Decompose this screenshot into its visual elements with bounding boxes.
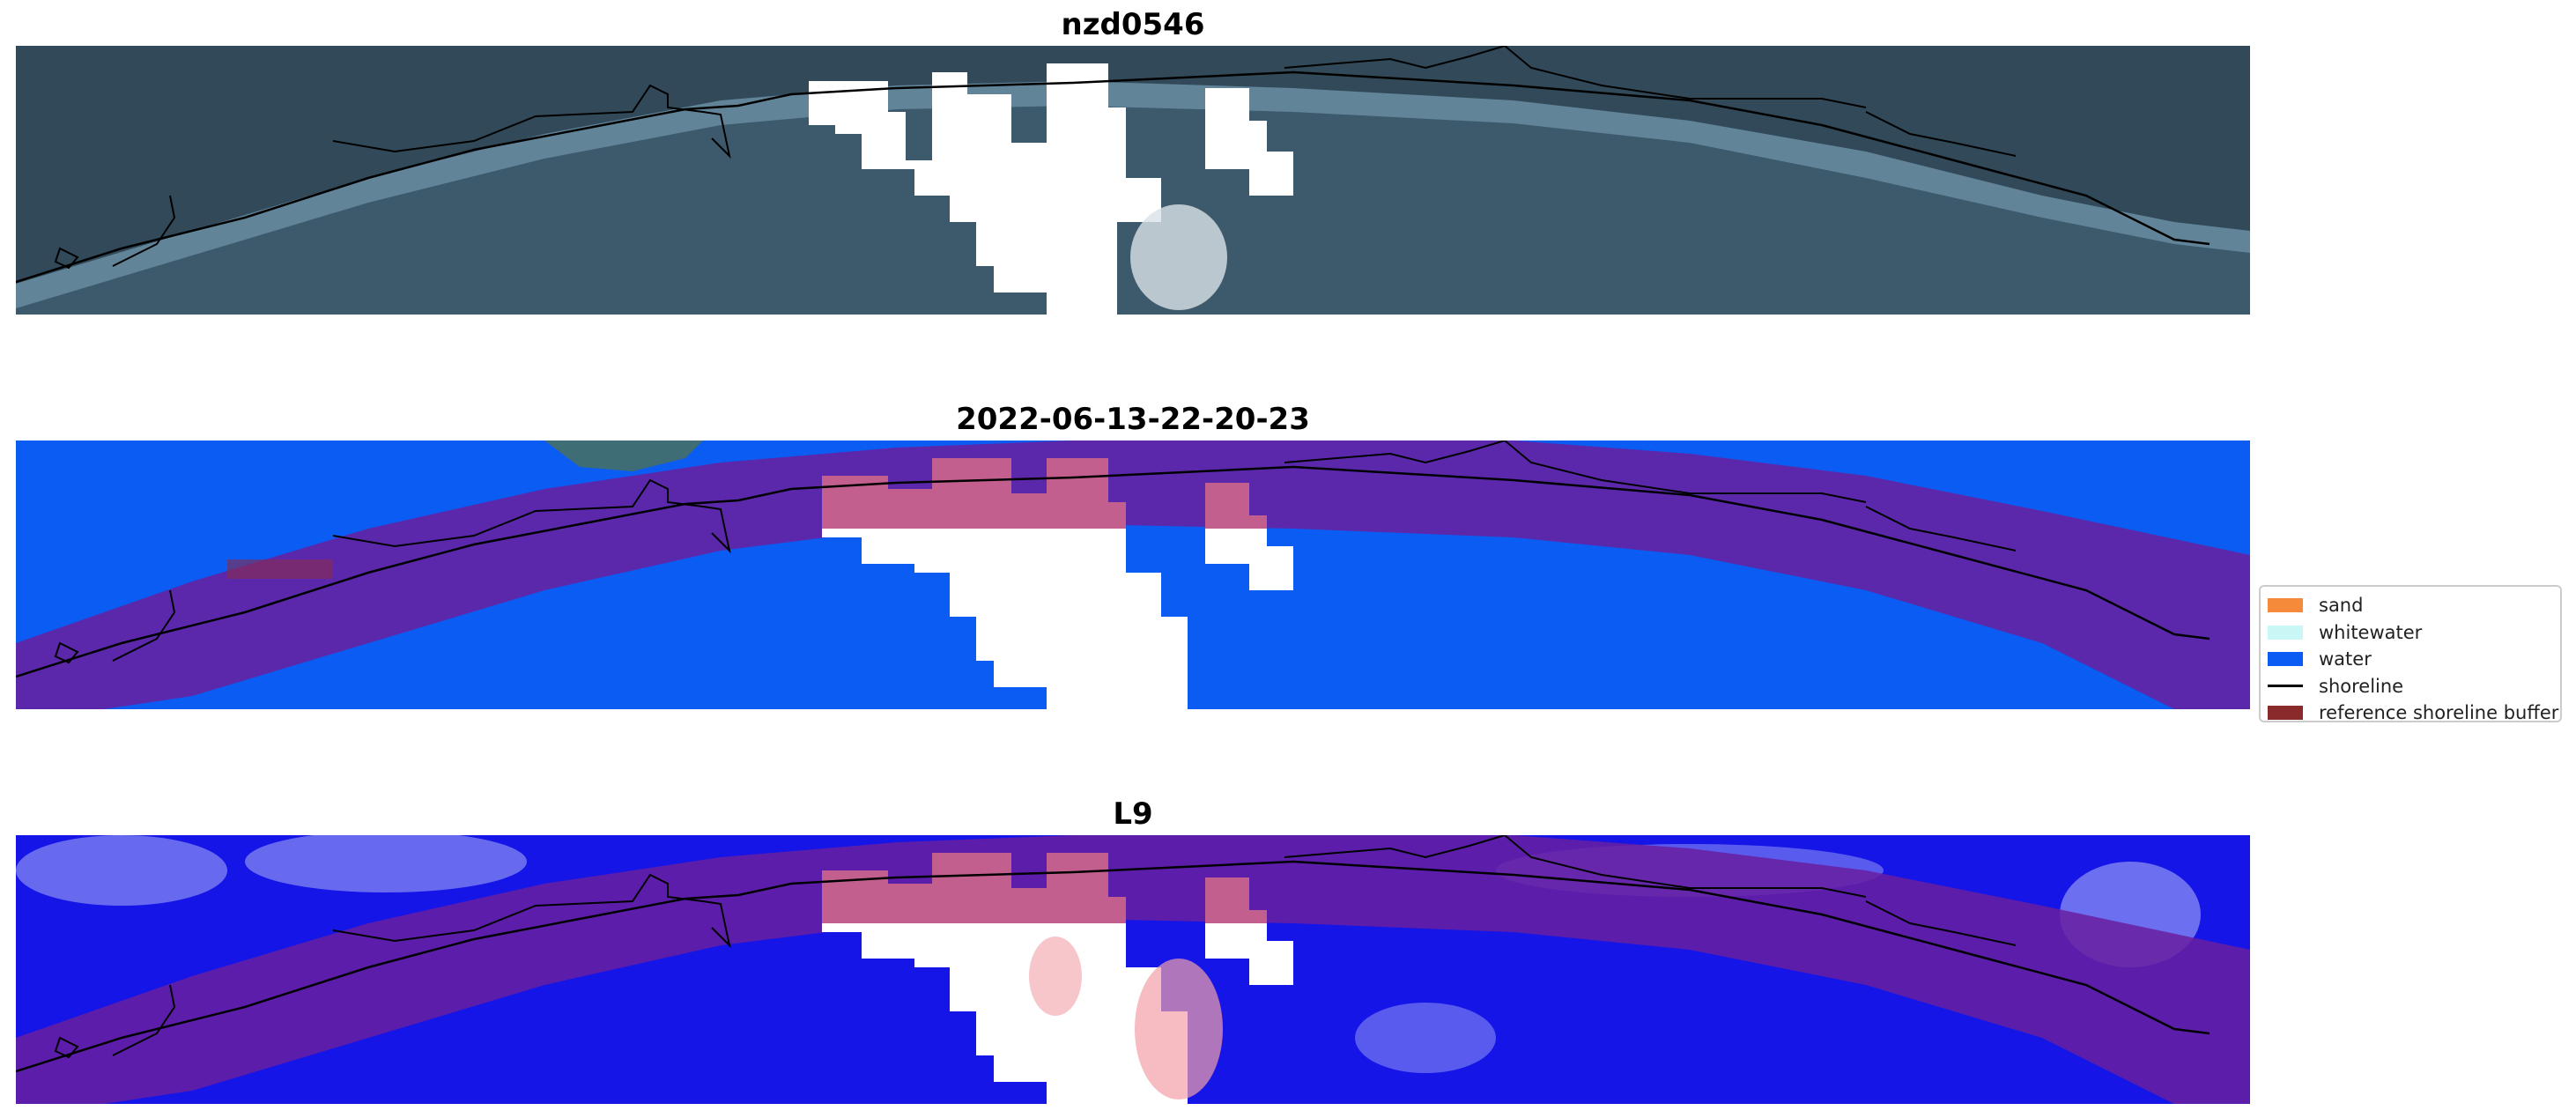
- whitewater-swatch: [2268, 625, 2303, 640]
- sand-swatch: [2268, 598, 2303, 613]
- legend-label-sand: sand: [2319, 595, 2364, 617]
- shoreline-swatch: [2268, 685, 2303, 688]
- legend-label-water: water: [2319, 648, 2372, 670]
- panel-title-satellite: L9: [1113, 796, 1153, 832]
- legend-label-whitewater: whitewater: [2319, 621, 2423, 643]
- rgb-satellite-image: [16, 46, 2250, 315]
- rgb-satellite-panel: [16, 46, 2250, 315]
- legend-item-shoreline: shoreline: [2268, 673, 2553, 700]
- mndwi-image: [16, 835, 2250, 1104]
- panel-title-date: 2022-06-13-22-20-23: [956, 402, 1310, 437]
- reference-buffer-swatch: [2268, 706, 2303, 721]
- water-swatch: [2268, 652, 2303, 667]
- legend-item-sand: sand: [2268, 592, 2553, 619]
- legend-label-shoreline: shoreline: [2319, 675, 2404, 697]
- classified-image: [16, 441, 2250, 709]
- mndwi-panel: [16, 835, 2250, 1104]
- legend-item-reference-buffer: reference shoreline buffer: [2268, 700, 2558, 727]
- legend: sand whitewater water shoreline referenc…: [2259, 585, 2562, 723]
- legend-label-reference-buffer: reference shoreline buffer: [2319, 702, 2559, 724]
- classified-panel: [16, 441, 2250, 709]
- legend-item-whitewater: whitewater: [2268, 619, 2553, 647]
- panel-title-image-name: nzd0546: [1061, 7, 1205, 42]
- legend-item-water: water: [2268, 646, 2553, 673]
